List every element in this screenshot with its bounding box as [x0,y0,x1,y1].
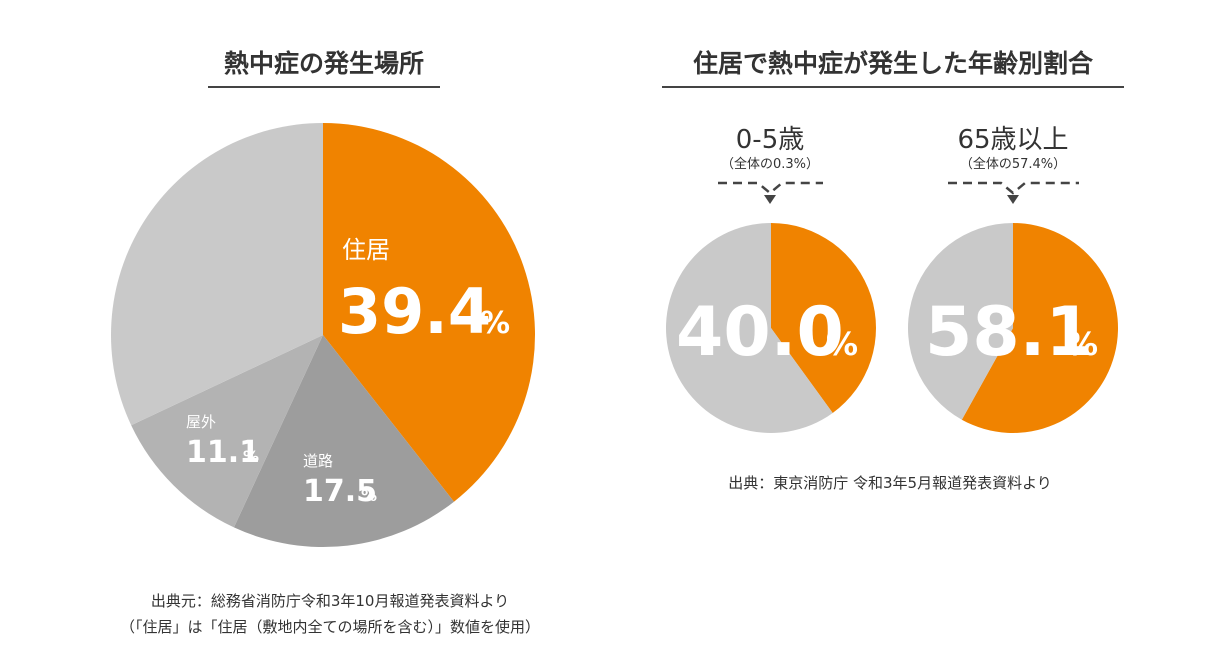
big-value-0-5: 40.0 [676,293,844,372]
slice-label-road: 道路 [303,452,333,470]
slice-unit-residence: % [480,306,510,341]
pie-slice [131,335,323,528]
slice-value-outdoor: 11.1 [186,435,260,470]
pie-slice [961,223,1118,434]
pie-slice [771,222,877,413]
age-subtitle-65plus: （全体の57.4%） [960,156,1066,172]
age-title-65plus: 65歳以上 [957,125,1068,155]
left-source-line1: 出典元：総務省消防庁令和3年10月報道発表資料より [150,592,510,610]
pie-age-0-5 [666,222,877,433]
pie-location [111,123,535,547]
pie-slice [233,335,454,547]
big-unit-0-5: % [826,325,858,363]
age-title-0-5: 0-5歳 [736,125,804,155]
slice-value-road: 17.5 [303,474,377,509]
right-source: 出典：東京消防庁 令和3年5月報道発表資料より [728,474,1052,492]
bracket-arrow-0-5 [718,181,823,204]
slice-unit-outdoor: % [243,447,259,466]
slice-unit-road: % [361,486,377,505]
pie-slice [666,223,833,433]
pie-slice [323,123,535,502]
slice-value-residence: 39.4 [338,275,491,348]
big-unit-65plus: % [1066,325,1098,363]
pie-age-65plus [907,223,1118,434]
left-source-line2: （「住居」は「住居（敷地内全ての場所を含む）」数値を使用） [119,618,540,636]
right-chart-title: 住居で熱中症が発生した年齢別割合 [662,44,1124,88]
slice-label-outdoor: 屋外 [186,413,216,431]
pie-slice [111,123,323,426]
slice-label-residence: 住居 [342,236,390,264]
big-value-65plus: 58.1 [925,293,1093,372]
bracket-arrow-65plus [948,181,1079,204]
age-subtitle-0-5: （全体の0.3%） [721,156,819,172]
pie-slice [907,223,1013,420]
left-chart-title: 熱中症の発生場所 [208,44,440,88]
